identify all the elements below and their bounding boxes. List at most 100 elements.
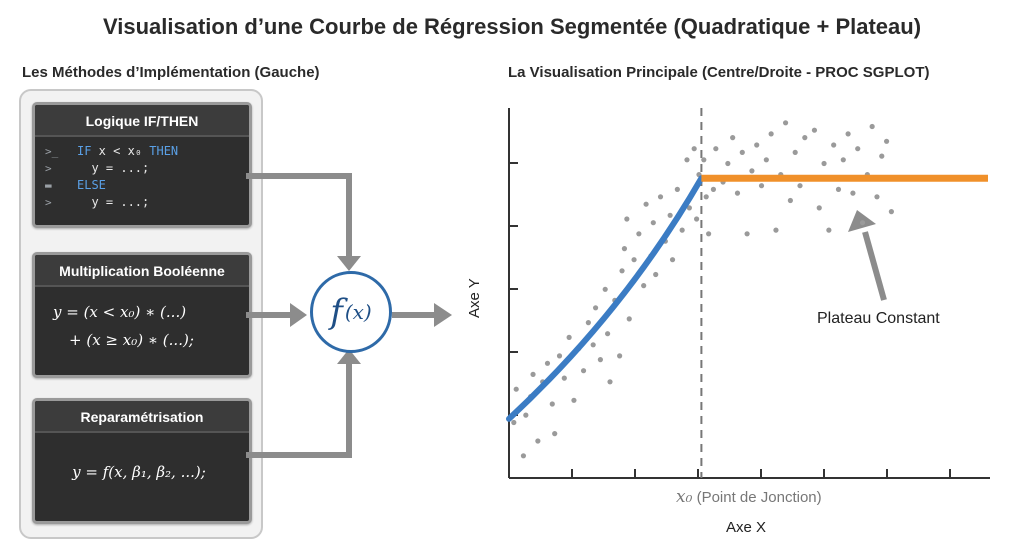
data-point	[773, 227, 779, 233]
reparam-card-title: Reparamétrisation	[35, 401, 249, 433]
data-point	[626, 316, 632, 322]
data-point	[566, 334, 572, 340]
junction-text: (Point de Jonction)	[696, 489, 822, 506]
code-text: y = ...;	[77, 161, 150, 175]
data-point	[549, 401, 555, 407]
data-point	[763, 157, 769, 163]
data-point	[621, 246, 628, 252]
data-point	[691, 146, 697, 152]
y-axis-label: Axe Y	[466, 278, 483, 318]
data-point	[693, 216, 700, 222]
data-point	[636, 231, 642, 237]
data-point	[883, 138, 890, 144]
data-point	[749, 168, 755, 174]
data-point	[703, 194, 709, 200]
data-point	[602, 286, 608, 292]
data-point	[535, 438, 541, 444]
data-point	[657, 194, 664, 200]
data-point	[888, 209, 894, 215]
data-point	[744, 231, 750, 237]
data-point	[624, 216, 630, 222]
data-point	[530, 371, 536, 377]
data-point	[840, 157, 846, 163]
data-point	[706, 231, 712, 237]
arrowhead-right	[290, 303, 307, 327]
boolean-formula-line1: y = (x < x₀) ∗ (...)	[53, 303, 187, 321]
data-point	[710, 186, 717, 192]
data-point	[713, 146, 719, 152]
arrowhead-right	[434, 303, 452, 327]
code-keyword: ELSE	[77, 178, 106, 192]
data-point	[653, 271, 659, 278]
if-then-card: Logique IF/THEN >_ IF x < x₀ THEN > y = …	[32, 102, 252, 228]
data-point	[835, 186, 842, 192]
data-point	[874, 194, 880, 200]
data-point	[580, 368, 587, 374]
data-point	[641, 283, 647, 289]
data-point	[859, 220, 866, 226]
boolean-card: Multiplication Booléenne y = (x < x₀) ∗ …	[32, 252, 252, 378]
code-line: > y = ...;	[35, 194, 249, 211]
data-point	[643, 201, 649, 207]
data-point	[592, 305, 599, 311]
arrowhead-down	[337, 256, 361, 271]
data-point	[552, 431, 558, 437]
data-point	[571, 397, 577, 403]
data-point	[597, 357, 603, 363]
data-point	[619, 268, 625, 274]
arrow-from-reparam	[246, 362, 352, 458]
boolean-formula-line2: + (x ≥ x₀) ∗ (...);	[69, 331, 194, 349]
data-point	[513, 386, 519, 392]
data-point	[797, 183, 803, 189]
code-block: >_ IF x < x₀ THEN > y = ...; ▬ ELSE > y …	[35, 137, 249, 211]
code-keyword: IF	[77, 144, 92, 158]
data-point	[679, 227, 685, 233]
data-point	[617, 353, 623, 359]
data-point	[667, 212, 673, 218]
if-then-card-title: Logique IF/THEN	[35, 105, 249, 137]
code-keyword: THEN	[149, 144, 179, 158]
data-point	[669, 257, 676, 263]
code-line: > y = ...;	[35, 160, 249, 177]
chevron-right-icon: >	[45, 196, 52, 209]
code-text: y = ...;	[77, 195, 150, 209]
data-point	[816, 205, 822, 211]
data-point	[855, 146, 861, 152]
data-point	[826, 227, 832, 233]
boolean-card-title: Multiplication Booléenne	[35, 255, 249, 287]
data-point	[561, 375, 567, 381]
data-point	[845, 131, 851, 137]
data-point	[739, 149, 745, 155]
data-point	[511, 419, 517, 426]
x-axis-label: Axe X	[726, 519, 767, 536]
data-point	[869, 123, 875, 130]
data-point	[768, 131, 774, 137]
junction-label: x₀ (Point de Jonction)	[676, 487, 822, 507]
function-argument: (x)	[344, 300, 372, 324]
main-title: Visualisation d’une Courbe de Régression…	[102, 14, 922, 39]
arrow-from-if-then	[246, 173, 352, 258]
function-node: f (x)	[310, 271, 392, 353]
chevron-right-icon: >	[45, 162, 52, 175]
code-line: >_ IF x < x₀ THEN	[35, 143, 249, 160]
plateau-annotation-arrow	[862, 231, 887, 301]
plateau-annotation: Plateau Constant	[817, 310, 940, 327]
data-point	[758, 183, 765, 189]
data-point	[782, 120, 789, 126]
data-point	[811, 127, 818, 133]
reparam-card: Reparamétrisation y = f(x, β₁, β₂, ...);	[32, 398, 252, 524]
minus-icon: ▬	[45, 179, 52, 192]
data-point	[631, 257, 637, 263]
data-point	[605, 331, 611, 337]
data-point	[520, 453, 527, 459]
data-point	[544, 360, 551, 366]
data-point	[607, 379, 613, 385]
data-point	[590, 342, 596, 348]
data-point	[701, 157, 707, 163]
quadratic-segment	[506, 175, 705, 422]
data-point	[674, 186, 680, 192]
data-point	[792, 149, 798, 155]
data-point	[734, 190, 741, 196]
junction-symbol: x₀	[676, 487, 693, 507]
